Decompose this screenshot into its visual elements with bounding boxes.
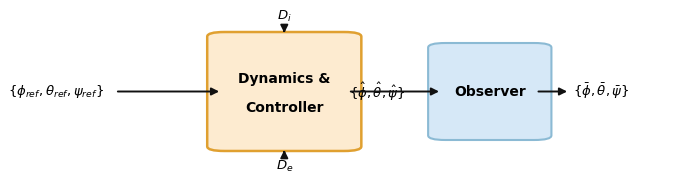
Text: $D_e$: $D_e$: [275, 159, 293, 174]
Text: $\{\hat{\phi}, \hat{\theta}, \hat{\psi}\}$: $\{\hat{\phi}, \hat{\theta}, \hat{\psi}\…: [349, 80, 405, 103]
Text: $D_i$: $D_i$: [277, 9, 292, 24]
Text: Observer: Observer: [454, 85, 525, 98]
Text: Dynamics &: Dynamics &: [238, 72, 330, 86]
Text: Controller: Controller: [245, 101, 323, 115]
FancyBboxPatch shape: [207, 32, 362, 151]
FancyBboxPatch shape: [428, 43, 551, 140]
Text: $\{\phi_{ref}, \theta_{ref}, \psi_{ref}\}$: $\{\phi_{ref}, \theta_{ref}, \psi_{ref}\…: [8, 83, 104, 100]
Text: $\{\bar{\phi}, \bar{\theta}, \bar{\psi}\}$: $\{\bar{\phi}, \bar{\theta}, \bar{\psi}\…: [573, 82, 629, 101]
